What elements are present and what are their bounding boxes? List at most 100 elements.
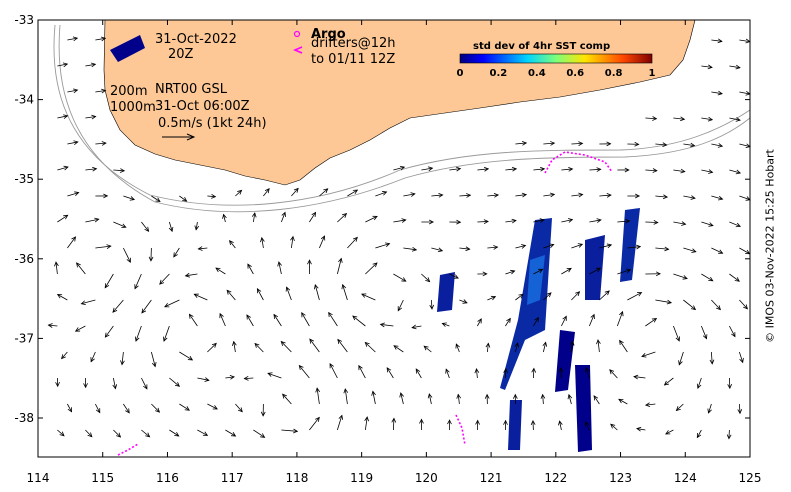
argo-label: Argo [311, 27, 346, 42]
current-arrow [329, 363, 338, 379]
current-arrow-head [717, 143, 724, 148]
current-arrow [173, 247, 180, 258]
current-arrow [112, 377, 116, 389]
current-arrow-head [104, 283, 110, 289]
current-arrow [701, 117, 713, 121]
current-arrow-head [465, 246, 471, 252]
current-arrow-head [141, 308, 147, 314]
current-arrow-head [95, 408, 101, 414]
current-arrow-head [148, 256, 154, 262]
date-label: 31-Oct-2022 [155, 32, 237, 47]
current-arrow-head [493, 245, 499, 250]
current-arrow-head [315, 387, 320, 393]
current-arrow-head [634, 141, 640, 147]
current-arrow-head [246, 314, 251, 320]
current-arrow-head [393, 345, 399, 350]
current-arrow-head [411, 324, 417, 330]
current-arrow [319, 235, 325, 249]
current-arrow-head [309, 338, 315, 344]
current-arrow-head [74, 327, 81, 332]
current-arrow-head [606, 243, 613, 249]
current-arrow [113, 221, 126, 228]
current-arrow-head [585, 421, 590, 427]
current-arrow [571, 194, 583, 197]
current-arrow [515, 293, 524, 301]
current-arrow [95, 90, 106, 93]
current-arrow [244, 377, 254, 380]
current-arrow-head [636, 292, 643, 297]
current-arrow [95, 142, 106, 145]
current-arrow [477, 318, 482, 327]
current-arrow [121, 351, 124, 365]
current-arrow-head [104, 332, 110, 338]
current-arrow-head [625, 268, 632, 274]
colorbar-tick-label: 1 [649, 68, 656, 79]
current-arrow-head [429, 304, 435, 310]
colorbar-tick-label: 0.4 [528, 68, 546, 79]
current-arrow [505, 168, 517, 171]
current-arrow-head [215, 267, 221, 273]
current-arrow [301, 312, 310, 327]
scale-label: 0.5m/s (1kt 24h) [158, 116, 267, 131]
current-arrow [673, 221, 686, 225]
current-arrow-head [521, 140, 528, 146]
current-arrow [278, 261, 282, 275]
current-arrow [215, 267, 226, 275]
current-arrow-head [550, 141, 556, 146]
current-arrow [673, 273, 688, 279]
current-arrow-head [731, 332, 736, 338]
current-arrow-head [290, 235, 295, 241]
current-arrow-head [618, 398, 624, 404]
current-arrow [347, 189, 358, 197]
current-arrow [151, 195, 161, 202]
current-arrow [455, 343, 460, 353]
current-arrow-head [521, 192, 528, 198]
current-arrow-head [734, 277, 740, 282]
current-arrow [683, 195, 696, 199]
current-arrow-head [307, 259, 312, 265]
current-arrow [179, 351, 193, 361]
current-arrow-head [578, 141, 584, 146]
current-arrow [267, 372, 282, 379]
current-arrow [337, 415, 343, 431]
current-arrow [57, 166, 69, 171]
current-arrow-head [72, 36, 79, 42]
current-arrow [571, 142, 583, 145]
current-arrow [95, 37, 106, 41]
current-arrow-head [282, 393, 287, 399]
current-arrow [701, 325, 707, 339]
current-arrow [76, 262, 86, 275]
current-arrow [645, 169, 657, 172]
y-tick-label: -36 [14, 252, 34, 266]
sst-swath [508, 400, 522, 450]
current-arrow [560, 368, 562, 379]
current-arrow [365, 216, 378, 223]
current-arrow [185, 273, 198, 277]
current-arrow-head [364, 341, 370, 347]
current-arrow [515, 194, 527, 197]
current-arrow-head [260, 433, 266, 438]
sst-swaths [110, 35, 640, 452]
current-arrow-head [447, 419, 452, 425]
current-arrow-head [168, 226, 174, 233]
product-label: NRT00 GSL [155, 82, 228, 97]
current-arrow [609, 369, 618, 379]
current-arrow-head [112, 384, 118, 390]
current-arrow-head [62, 62, 69, 68]
current-arrow-head [538, 268, 544, 274]
current-arrow-head [281, 211, 286, 217]
current-arrow [55, 262, 58, 275]
current-arrow [683, 143, 695, 147]
current-arrow-head [707, 116, 714, 122]
current-arrow [710, 351, 713, 364]
current-arrow-head [329, 362, 334, 369]
current-arrow-head [182, 197, 188, 202]
current-arrow-head [664, 246, 670, 252]
current-arrow [342, 284, 348, 301]
current-arrow [442, 323, 450, 327]
current-arrow-head [145, 432, 151, 438]
current-arrow [393, 219, 406, 223]
current-arrow-head [636, 426, 642, 432]
current-arrow [281, 429, 298, 432]
current-arrow-head [315, 416, 320, 422]
